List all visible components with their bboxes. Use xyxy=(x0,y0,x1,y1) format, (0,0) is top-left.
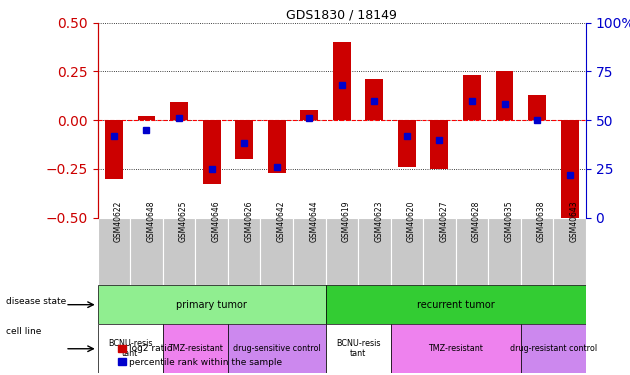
Text: TMZ-resistant: TMZ-resistant xyxy=(168,344,223,353)
FancyBboxPatch shape xyxy=(423,217,455,285)
Text: cell line: cell line xyxy=(6,327,42,336)
FancyBboxPatch shape xyxy=(260,217,293,285)
Bar xyxy=(301,110,318,120)
Text: BCNU-resis
tant: BCNU-resis tant xyxy=(108,339,152,358)
FancyBboxPatch shape xyxy=(391,217,423,285)
Text: GSM40644: GSM40644 xyxy=(309,200,318,242)
FancyBboxPatch shape xyxy=(228,324,326,373)
FancyBboxPatch shape xyxy=(455,217,488,285)
FancyBboxPatch shape xyxy=(98,217,130,285)
Text: GSM40643: GSM40643 xyxy=(570,200,578,242)
FancyBboxPatch shape xyxy=(130,217,163,285)
Bar xyxy=(561,120,578,218)
Text: GSM40638: GSM40638 xyxy=(537,200,546,242)
Bar xyxy=(463,75,481,120)
FancyBboxPatch shape xyxy=(98,285,326,324)
FancyBboxPatch shape xyxy=(163,324,228,373)
Bar xyxy=(398,120,416,167)
FancyBboxPatch shape xyxy=(358,217,391,285)
Text: recurrent tumor: recurrent tumor xyxy=(417,300,495,310)
Bar xyxy=(365,79,383,120)
FancyBboxPatch shape xyxy=(326,324,391,373)
FancyBboxPatch shape xyxy=(553,217,586,285)
Bar xyxy=(170,102,188,120)
FancyBboxPatch shape xyxy=(228,217,260,285)
Text: GSM40646: GSM40646 xyxy=(212,200,220,242)
Bar xyxy=(235,120,253,159)
Legend: log2 ratio, percentile rank within the sample: log2 ratio, percentile rank within the s… xyxy=(115,341,286,370)
FancyBboxPatch shape xyxy=(293,217,326,285)
Bar xyxy=(137,116,156,120)
Bar xyxy=(268,120,285,172)
FancyBboxPatch shape xyxy=(326,285,586,324)
Text: GSM40626: GSM40626 xyxy=(244,200,253,242)
FancyBboxPatch shape xyxy=(521,217,553,285)
FancyBboxPatch shape xyxy=(163,217,195,285)
FancyBboxPatch shape xyxy=(98,324,163,373)
Text: GSM40627: GSM40627 xyxy=(440,200,449,242)
FancyBboxPatch shape xyxy=(326,217,358,285)
Text: GSM40648: GSM40648 xyxy=(147,200,156,242)
FancyBboxPatch shape xyxy=(195,217,228,285)
Text: GSM40623: GSM40623 xyxy=(374,200,383,242)
Text: disease state: disease state xyxy=(6,297,67,306)
Text: drug-resistant control: drug-resistant control xyxy=(510,344,597,353)
Text: GSM40628: GSM40628 xyxy=(472,200,481,242)
Bar xyxy=(528,94,546,120)
Bar xyxy=(105,120,123,178)
Text: GSM40642: GSM40642 xyxy=(277,200,285,242)
Bar xyxy=(203,120,220,184)
FancyBboxPatch shape xyxy=(521,324,586,373)
Text: BCNU-resis
tant: BCNU-resis tant xyxy=(336,339,381,358)
Title: GDS1830 / 18149: GDS1830 / 18149 xyxy=(287,8,397,21)
Text: GSM40619: GSM40619 xyxy=(341,200,351,242)
Bar xyxy=(333,42,351,120)
Text: GSM40620: GSM40620 xyxy=(407,200,416,242)
Text: GSM40622: GSM40622 xyxy=(114,200,123,242)
Text: GSM40625: GSM40625 xyxy=(179,200,188,242)
Text: drug-sensitive control: drug-sensitive control xyxy=(233,344,321,353)
Text: TMZ-resistant: TMZ-resistant xyxy=(428,344,483,353)
FancyBboxPatch shape xyxy=(391,324,521,373)
Bar xyxy=(496,71,513,120)
Text: GSM40635: GSM40635 xyxy=(505,200,513,242)
Text: primary tumor: primary tumor xyxy=(176,300,247,310)
Bar xyxy=(430,120,449,169)
FancyBboxPatch shape xyxy=(488,217,521,285)
